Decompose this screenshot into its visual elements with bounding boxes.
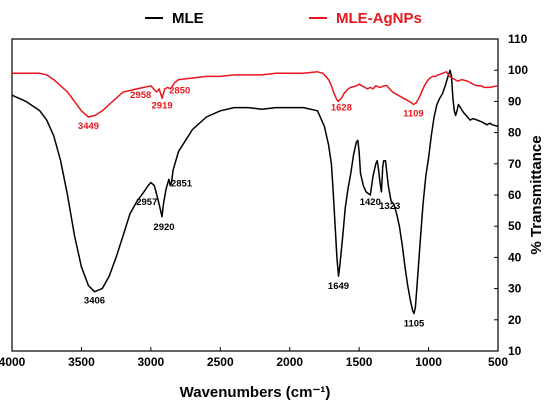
peak-label-1628: 1628 [331, 102, 352, 113]
y-tick-label: 60 [508, 188, 522, 202]
x-axis: 4000 3500 3000 2500 2000 1500 1000 500 [0, 347, 508, 369]
legend-item-mle-agnps: MLE-AgNPs [309, 10, 422, 27]
peak-label-3406: 3406 [84, 296, 105, 307]
x-axis-title: Wavenumbers (cm⁻¹) [180, 384, 331, 401]
legend-label-mle-agnps: MLE-AgNPs [336, 10, 422, 27]
y-tick-label: 10 [508, 344, 522, 358]
peak-label-1420: 1420 [360, 197, 381, 208]
y-tick-label: 100 [508, 63, 528, 77]
peak-label-2958: 2958 [130, 90, 151, 101]
peak-label-2851: 2851 [171, 179, 193, 190]
x-tick-label: 1000 [415, 355, 442, 369]
peak-label-2919: 2919 [152, 100, 173, 111]
series-line-mle [11, 69, 499, 315]
series-line-mle-agnps [12, 71, 499, 118]
peak-label-2957: 2957 [136, 197, 157, 208]
peak-label-1649: 1649 [328, 281, 349, 292]
x-tick-label: 1500 [346, 355, 373, 369]
series-layer [11, 69, 499, 315]
peak-label-3449: 3449 [78, 121, 99, 132]
x-tick-label: 2500 [207, 355, 234, 369]
y-tick-label: 30 [508, 282, 522, 296]
peak-label-2850: 2850 [169, 85, 190, 96]
legend-item-mle: MLE [145, 10, 204, 27]
y-axis-title: % Transmittance [528, 135, 545, 254]
y-tick-label: 40 [508, 250, 522, 264]
peak-label-1105: 1105 [404, 319, 425, 330]
y-tick-label: 90 [508, 94, 522, 108]
x-tick-label: 3500 [68, 355, 95, 369]
peak-label-1109: 1109 [403, 109, 424, 120]
legend-label-mle: MLE [172, 10, 204, 27]
y-tick-label: 80 [508, 126, 522, 140]
y-tick-label: 50 [508, 219, 522, 233]
y-axis: 10 20 30 40 50 60 70 80 90 100 110 [494, 32, 528, 358]
x-tick-label: 3000 [138, 355, 165, 369]
y-tick-label: 20 [508, 313, 522, 327]
peak-label-1323: 1323 [379, 201, 400, 212]
y-tick-label: 70 [508, 157, 522, 171]
peak-label-2920: 2920 [153, 222, 174, 233]
y-tick-label: 110 [508, 32, 528, 46]
x-tick-label: 2000 [276, 355, 303, 369]
x-tick-label: 500 [488, 355, 508, 369]
x-tick-label: 4000 [0, 355, 26, 369]
legend: MLE MLE-AgNPs [145, 10, 422, 27]
